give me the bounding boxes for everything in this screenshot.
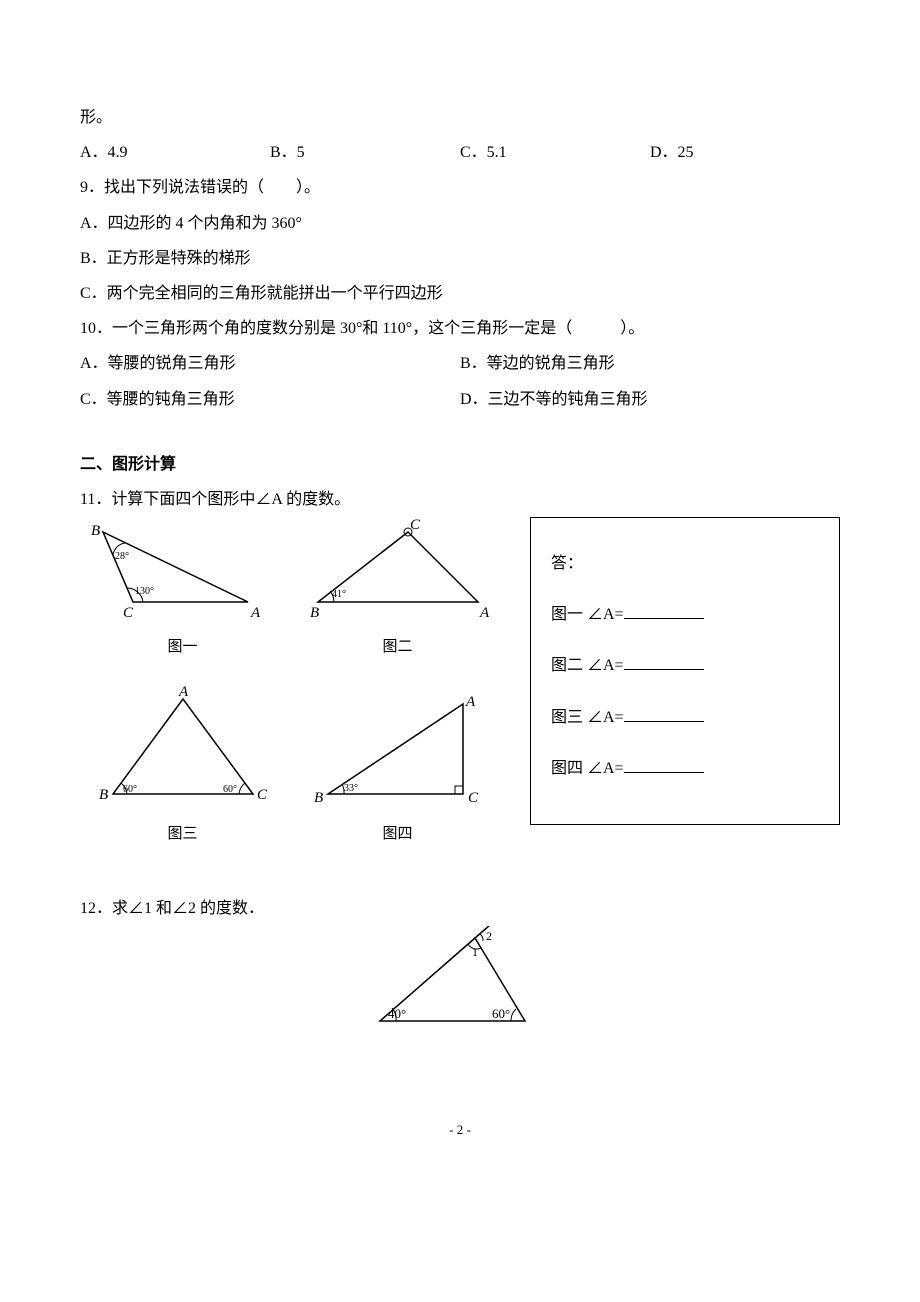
page-number: - 2 - [80,1116,840,1145]
figure-q12: 40° 60° 1 2 [80,926,840,1036]
fig12-label-2: 2 [486,929,492,943]
answer-box: 答： 图一 ∠A= 图二 ∠A= 图三 ∠A= 图四 ∠A= [530,517,840,825]
answer-line-1: 图一 ∠A= [551,589,819,640]
q10-row2: C．等腰的钝角三角形 D．三边不等的钝角三角形 [80,382,840,417]
q8-options: A．4.9 B．5 C．5.1 D．25 [80,135,840,170]
fig1-angle-130: 130° [135,586,154,597]
fig4-svg: A B C 33° [298,684,498,814]
leading-fragment: 形。 [80,100,840,135]
q11-layout: B C A 28° 130° 图一 C B A [80,517,840,861]
figure-4: A B C 33° 图四 [295,684,500,851]
fig1-label-b: B [91,523,100,539]
q8-opt-b: B．5 [270,135,460,170]
fig3-label-b: B [99,787,108,803]
q10-row1: A．等腰的锐角三角形 B．等边的锐角三角形 [80,346,840,381]
fig3-svg: A B C 60° 60° [83,684,283,814]
fig3-caption: 图三 [80,818,285,851]
q10-opt-d: D．三边不等的钝角三角形 [460,382,840,417]
page: 形。 A．4.9 B．5 C．5.1 D．25 9．找出下列说法错误的（ ）。 … [0,0,920,1205]
q9-opt-c: C．两个完全相同的三角形就能拼出一个平行四边形 [80,276,840,311]
figure-3: A B C 60° 60° 图三 [80,684,285,851]
q9-opt-b: B．正方形是特殊的梯形 [80,241,840,276]
answer-line-4: 图四 ∠A= [551,743,819,794]
q10-opt-a: A．等腰的锐角三角形 [80,346,460,381]
fig12-svg: 40° 60° 1 2 [360,926,560,1036]
fig3-label-a: A [178,684,189,700]
q11-stem: 11．计算下面四个图形中∠A 的度数。 [80,482,840,517]
q10-opt-b: B．等边的锐角三角形 [460,346,840,381]
q10-opt-c: C．等腰的钝角三角形 [80,382,460,417]
q11-figures: B C A 28° 130° 图一 C B A [80,517,500,861]
fig4-label-b: B [314,790,323,806]
fig4-label-c: C [468,790,479,806]
q11-answer-box-wrap: 答： 图一 ∠A= 图二 ∠A= 图三 ∠A= 图四 ∠A= [530,517,840,825]
section2-title: 二、图形计算 [80,447,840,482]
fig1-angle-28: 28° [115,551,129,562]
q9-opt-a: A．四边形的 4 个内角和为 360° [80,206,840,241]
fig2-label-b: B [310,605,319,621]
fig4-angle-33: 33° [344,783,358,794]
fig12-angle-40: 40° [388,1006,406,1021]
fig4-caption: 图四 [295,818,500,851]
answer-line-2: 图二 ∠A= [551,640,819,691]
fig2-angle-41: 41° [332,589,346,600]
fig2-svg: C B A 41° [298,517,498,627]
fig3-angle-60l: 60° [123,784,137,795]
fig1-label-a: A [250,605,261,621]
fig4-label-a: A [465,694,476,710]
figure-2: C B A 41° 图二 [295,517,500,664]
fig1-svg: B C A 28° 130° [83,517,283,627]
q8-opt-d: D．25 [650,135,840,170]
q12-stem: 12．求∠1 和∠2 的度数． [80,891,840,926]
fig12-label-1: 1 [472,945,478,959]
fig1-label-c: C [123,605,134,621]
fig2-label-c: C [410,517,421,533]
fig2-caption: 图二 [295,631,500,664]
fig3-angle-60r: 60° [223,784,237,795]
fig1-caption: 图一 [80,631,285,664]
answer-line-3: 图三 ∠A= [551,692,819,743]
q8-opt-a: A．4.9 [80,135,270,170]
q9-stem: 9．找出下列说法错误的（ ）。 [80,170,840,205]
fig12-angle-60: 60° [492,1006,510,1021]
answer-header: 答： [551,538,819,589]
q8-opt-c: C．5.1 [460,135,650,170]
fig2-label-a: A [479,605,490,621]
q10-stem: 10．一个三角形两个角的度数分别是 30°和 110°，这个三角形一定是（ ）。 [80,311,840,346]
figure-1: B C A 28° 130° 图一 [80,517,285,664]
fig3-label-c: C [257,787,268,803]
